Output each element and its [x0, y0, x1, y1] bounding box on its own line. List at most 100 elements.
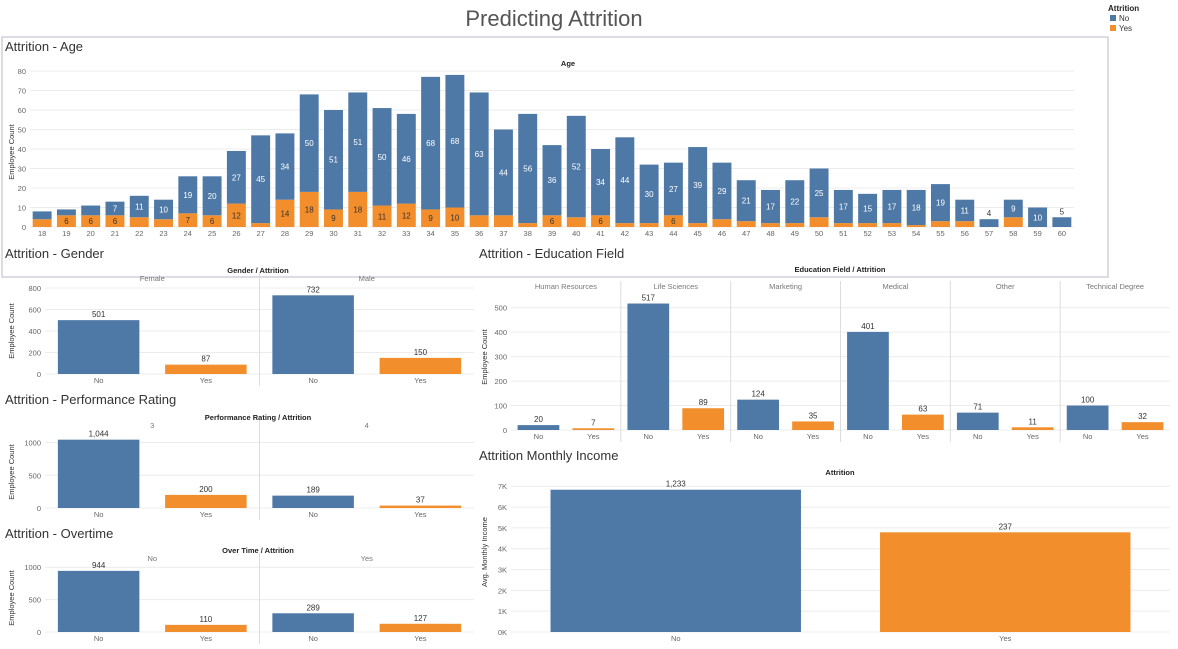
data-label: 44 — [499, 168, 508, 177]
bar-no — [299, 94, 319, 192]
panel-title: Attrition - Gender — [5, 246, 105, 261]
bar-yes — [129, 217, 149, 227]
y-tick-label: 400 — [494, 328, 507, 337]
x-tick-label: 42 — [621, 229, 629, 238]
y-tick-label: 2K — [498, 586, 507, 595]
x-tick-label: 24 — [184, 229, 192, 238]
x-tick-label: 53 — [888, 229, 896, 238]
y-tick-label: 800 — [28, 284, 41, 293]
chart-header: Education Field / Attrition — [795, 265, 886, 274]
y-tick-label: 0K — [498, 628, 507, 637]
bar-yes — [348, 191, 368, 227]
bar-yes — [469, 215, 489, 227]
x-tick-label: 23 — [159, 229, 167, 238]
y-tick-label: 200 — [494, 377, 507, 386]
x-tick-label: Yes — [414, 634, 426, 643]
facet-label: 4 — [365, 421, 369, 430]
panel-title: Attrition Monthly Income — [479, 448, 618, 463]
data-label: 6 — [64, 217, 69, 226]
x-tick-label: No — [94, 376, 104, 385]
data-label: 29 — [718, 187, 727, 196]
bar-no — [32, 211, 52, 220]
x-tick-label: 57 — [985, 229, 993, 238]
bar-no — [348, 92, 368, 192]
x-tick-label: 46 — [718, 229, 726, 238]
x-tick-label: No — [973, 432, 983, 441]
bar-yes — [178, 213, 198, 227]
bar-yes — [105, 215, 125, 227]
data-label: 9 — [331, 214, 336, 223]
y-tick-label: 4K — [498, 545, 507, 554]
data-label: 9 — [1011, 204, 1016, 213]
x-tick-label: 30 — [329, 229, 337, 238]
data-label: 12 — [402, 211, 411, 220]
x-tick-label: No — [643, 432, 653, 441]
facet-label: Technical Degree — [1086, 282, 1144, 291]
data-label: 11 — [378, 212, 387, 221]
bar-no — [57, 570, 140, 632]
data-label: 20 — [534, 415, 543, 424]
data-label: 17 — [839, 203, 848, 212]
bar-yes — [572, 428, 615, 430]
bar-no — [421, 76, 441, 210]
data-label: 200 — [199, 485, 213, 494]
data-label: 37 — [416, 496, 425, 505]
data-label: 944 — [92, 561, 106, 570]
data-label: 15 — [863, 204, 872, 213]
bar-no — [251, 135, 271, 224]
bar-yes — [165, 364, 247, 374]
bar-no — [591, 149, 611, 216]
bar-yes — [421, 209, 441, 227]
bar-yes — [251, 223, 271, 227]
bar-yes — [809, 217, 829, 227]
bar-no — [663, 162, 683, 216]
bar-yes — [858, 223, 878, 227]
y-tick-label: 500 — [28, 471, 41, 480]
x-tick-label: No — [671, 634, 681, 643]
data-label: 51 — [329, 156, 338, 165]
x-tick-label: 60 — [1058, 229, 1066, 238]
x-tick-label: 34 — [426, 229, 434, 238]
data-label: 124 — [751, 390, 765, 399]
chart-income: Attrition Monthly Income Attrition Avg. Mo… — [479, 448, 1170, 643]
panel-title: Attrition - Education Field — [479, 246, 624, 261]
data-label: 89 — [699, 398, 708, 407]
y-tick-label: 0 — [503, 426, 507, 435]
y-tick-label: 500 — [494, 304, 507, 313]
y-tick-label: 70 — [18, 87, 26, 96]
data-label: 1,044 — [89, 430, 110, 439]
y-tick-label: 0 — [37, 504, 41, 513]
bar-yes — [396, 203, 416, 227]
bar-yes — [299, 191, 319, 227]
bar-no — [1052, 217, 1072, 227]
y-tick-label: 3K — [498, 566, 507, 575]
bar-no — [761, 189, 780, 224]
y-tick-label: 20 — [18, 184, 26, 193]
bar-yes — [372, 205, 392, 227]
x-tick-label: No — [534, 432, 544, 441]
bar-yes — [566, 217, 586, 227]
x-tick-label: 36 — [475, 229, 483, 238]
x-tick-label: Yes — [414, 376, 426, 385]
panel-title: Attrition - Age — [5, 39, 83, 54]
data-label: 6 — [598, 217, 603, 226]
x-tick-label: Yes — [200, 376, 212, 385]
y-tick-label: 80 — [18, 67, 26, 76]
bar-no — [81, 205, 101, 216]
bar-yes — [591, 215, 611, 227]
data-label: 237 — [999, 522, 1013, 531]
legend-title: Attrition — [1108, 4, 1139, 13]
bar-yes — [56, 215, 76, 227]
data-label: 11 — [1029, 417, 1038, 426]
x-tick-label: 54 — [912, 229, 920, 238]
y-axis-label: Avg. Monthly Income — [480, 517, 489, 587]
data-label: 44 — [620, 176, 629, 185]
bar-yes — [379, 357, 462, 374]
bar-no — [272, 495, 354, 508]
bar-yes — [165, 494, 247, 508]
chart-header: Attrition — [825, 468, 855, 477]
bar-no — [396, 113, 416, 204]
bar-yes — [1003, 217, 1023, 227]
facet-label: Medical — [882, 282, 908, 291]
data-label: 39 — [693, 181, 702, 190]
